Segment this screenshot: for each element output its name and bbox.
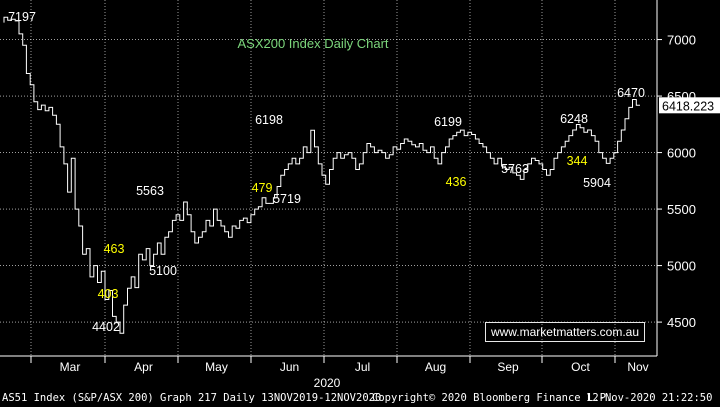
footer-bar: AS51 Index (S&P/ASX 200) Graph 217 Daily… [0,389,720,407]
move-label: 344 [567,154,588,168]
level-label: 5763 [501,162,529,176]
x-tick-label: Sep [497,360,519,374]
move-label: 479 [252,181,273,195]
footer-security-info: AS51 Index (S&P/ASX 200) Graph 217 Daily… [2,392,382,404]
level-label: 5719 [273,192,301,206]
x-tick-label: May [205,360,228,374]
level-label: 5100 [149,264,177,278]
x-tick-label: Apr [134,360,153,374]
level-label: 6248 [560,112,588,126]
x-tick-label: Nov [627,360,648,374]
level-label: 4402 [92,320,120,334]
x-tick-label: Oct [571,360,590,374]
level-label: 6470 [617,86,645,100]
watermark-url: www.marketmatters.com.au [485,322,645,342]
level-label: 5563 [136,184,164,198]
move-label: 463 [104,242,125,256]
move-label: 403 [98,287,119,301]
y-tick-label: 4500 [667,315,696,330]
x-axis-year-label: 2020 [314,376,341,390]
x-tick-label: Mar [60,360,81,374]
y-tick-label: 7000 [667,33,696,48]
x-tick-label: Jun [280,360,299,374]
series-line [3,16,640,334]
level-label: 5904 [583,176,611,190]
x-tick-label: Aug [425,360,446,374]
last-value-marker [659,97,720,114]
move-label: 436 [446,175,467,189]
last-value-label: 6418.223 [662,99,714,113]
footer-copyright: Copyright© 2020 Bloomberg Finance L.P. [372,392,613,404]
y-tick-label: 5500 [667,202,696,217]
x-tick-label: Jul [355,360,370,374]
footer-timestamp: 12-Nov-2020 21:22:50 [586,392,713,404]
y-tick-label: 6000 [667,146,696,161]
chart-title: ASX200 Index Daily Chart [237,36,388,51]
level-label: 6199 [434,115,462,129]
level-label: 7197 [8,10,36,24]
level-label: 6198 [255,113,283,127]
y-tick-label: 5000 [667,259,696,274]
